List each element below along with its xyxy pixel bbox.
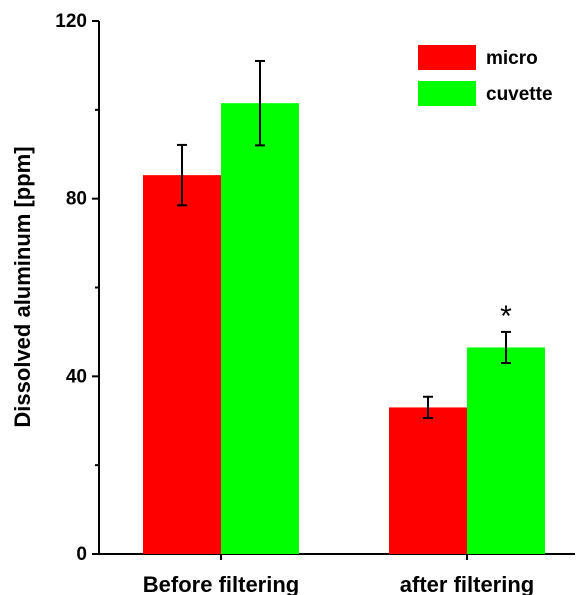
annotations-group: * bbox=[500, 300, 512, 333]
legend-label-cuvette: cuvette bbox=[486, 84, 553, 105]
legend-swatch-micro bbox=[418, 45, 476, 70]
y-axis-title: Dissolved aluminum [ppm] bbox=[10, 146, 35, 427]
legend-label-micro: micro bbox=[486, 48, 538, 69]
y-tick-label: 0 bbox=[76, 544, 87, 565]
x-tick-label: after filtering bbox=[400, 572, 534, 595]
bars-group bbox=[143, 103, 545, 554]
bar-micro bbox=[389, 407, 467, 554]
bar-cuvette bbox=[467, 347, 545, 554]
y-tick-label: 40 bbox=[66, 366, 87, 387]
x-axis: Before filtering after filtering bbox=[143, 554, 534, 595]
y-tick-label: 120 bbox=[55, 11, 87, 32]
y-tick-label: 80 bbox=[66, 189, 87, 210]
x-tick-label: Before filtering bbox=[143, 572, 299, 595]
error-bars-group bbox=[177, 59, 511, 420]
y-axis: 0 40 80 120 bbox=[55, 11, 99, 565]
bar-micro bbox=[143, 175, 221, 554]
legend-swatch-cuvette bbox=[418, 81, 476, 106]
legend: micro cuvette bbox=[418, 45, 553, 106]
bar-cuvette bbox=[221, 103, 299, 554]
significance-star: * bbox=[500, 300, 512, 333]
